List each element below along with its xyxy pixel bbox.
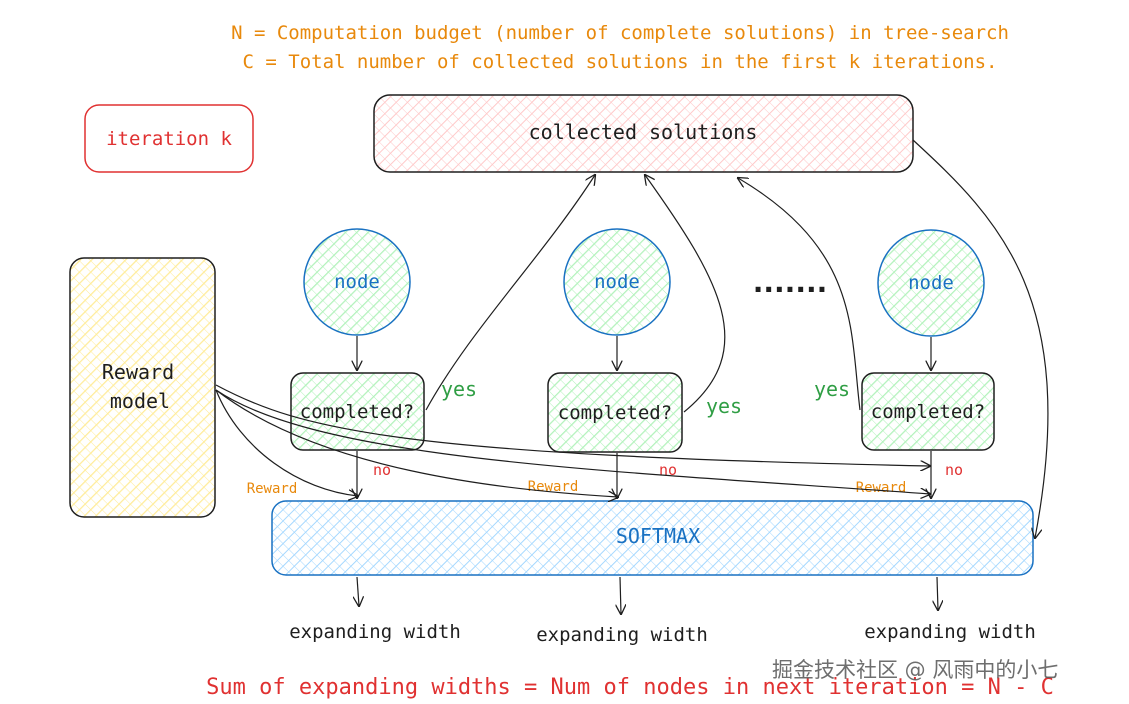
reward-label: Reward [856, 480, 907, 496]
header-line-1: N = Computation budget (number of comple… [231, 22, 1009, 44]
node-column-3: node completed? yes no Reward expanding … [814, 229, 1036, 643]
yes-label: yes [441, 377, 477, 401]
yes-label: yes [814, 377, 850, 401]
arrow [425, 175, 595, 411]
reward-model-label-1: Reward [102, 360, 174, 384]
softmax-label: SOFTMAX [616, 524, 700, 548]
arrow [215, 384, 930, 466]
arrow [357, 576, 359, 606]
arrow [937, 576, 938, 610]
node-column-2: node completed? yes no Reward expanding … [528, 228, 742, 646]
header-line-2: C = Total number of collected solutions … [243, 51, 998, 73]
completed-box [547, 372, 683, 453]
completed-label: completed? [871, 401, 985, 423]
collected-solutions-box [373, 94, 914, 173]
no-label: no [945, 461, 963, 479]
node-circle [563, 228, 671, 336]
ellipsis: ....... [753, 266, 827, 299]
node-column-1: node completed? yes no Reward expanding … [247, 228, 477, 643]
arrow [645, 175, 726, 413]
collected-solutions-label: collected solutions [529, 120, 758, 144]
no-label: no [659, 461, 677, 479]
arrow [215, 389, 358, 496]
arrow [215, 389, 618, 497]
completed-box [290, 372, 425, 451]
arrows [215, 139, 1049, 614]
completed-label: completed? [558, 402, 672, 424]
arrow [620, 576, 621, 614]
expanding-width-label: expanding width [536, 624, 708, 646]
node-label: node [334, 271, 380, 293]
node-label: node [908, 272, 954, 294]
completed-box [861, 372, 995, 451]
footer-formula: Sum of expanding widths = Num of nodes i… [206, 675, 1054, 700]
expanding-width-label: expanding width [864, 621, 1036, 643]
node-circle [303, 228, 411, 336]
completed-label: completed? [300, 401, 414, 423]
reward-label: Reward [247, 481, 298, 497]
reward-model-box [69, 257, 216, 518]
reward-model-label-2: model [110, 389, 170, 413]
watermark: 掘金技术社区 @ 风雨中的小七 [772, 658, 1059, 682]
node-circle [877, 229, 985, 337]
iteration-label: iteration k [106, 128, 232, 150]
iteration-box [84, 104, 254, 173]
yes-label: yes [706, 394, 742, 418]
arrow [738, 178, 861, 411]
arrow [912, 139, 1049, 538]
expanding-width-label: expanding width [289, 621, 461, 643]
node-label: node [594, 271, 640, 293]
arrow [215, 389, 930, 494]
